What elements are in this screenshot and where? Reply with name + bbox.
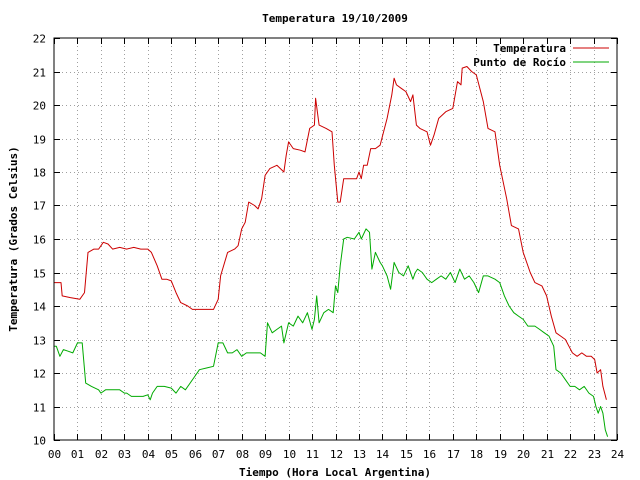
x-tick-label: 10 xyxy=(283,448,296,461)
legend-label-0: Temperatura xyxy=(493,42,566,55)
x-tick-label: 00 xyxy=(48,448,61,461)
x-tick-label: 19 xyxy=(494,448,507,461)
y-tick-label: 21 xyxy=(33,67,46,80)
chart-title: Temperatura 19/10/2009 xyxy=(262,12,408,25)
y-axis: 10 11 12 13 14 15 16 17 18 19 20 21 22 xyxy=(33,33,617,448)
series-line-0 xyxy=(54,66,607,400)
y-tick-label: 12 xyxy=(33,368,46,381)
y-axis-label: Temperatura (Grados Celsius) xyxy=(7,146,20,331)
x-tick-label: 07 xyxy=(212,448,225,461)
x-tick-label: 14 xyxy=(376,448,390,461)
x-tick-label: 05 xyxy=(165,448,178,461)
x-tick-label: 08 xyxy=(236,448,249,461)
x-tick-label: 02 xyxy=(95,448,108,461)
y-tick-label: 14 xyxy=(33,301,47,314)
x-tick-label: 13 xyxy=(353,448,366,461)
y-tick-label: 20 xyxy=(33,100,46,113)
y-tick-label: 18 xyxy=(33,167,46,180)
x-tick-label: 06 xyxy=(189,448,202,461)
y-tick-label: 17 xyxy=(33,200,46,213)
legend-label-1: Punto de Rocío xyxy=(473,56,566,69)
y-tick-label: 11 xyxy=(33,402,46,415)
x-tick-label: 12 xyxy=(330,448,343,461)
x-axis-label: Tiempo (Hora Local Argentina) xyxy=(239,466,431,479)
grid xyxy=(54,38,617,440)
y-tick-label: 10 xyxy=(33,435,46,448)
x-tick-label: 17 xyxy=(447,448,460,461)
x-tick-label: 11 xyxy=(306,448,319,461)
x-tick-label: 01 xyxy=(71,448,84,461)
x-tick-label: 21 xyxy=(541,448,554,461)
x-axis: 00 01 02 03 04 05 06 07 08 09 10 11 12 13 14 15 16 17 18 19… xyxy=(48,38,625,461)
series-layer xyxy=(54,66,609,437)
x-tick-label: 04 xyxy=(142,448,156,461)
x-tick-label: 15 xyxy=(400,448,413,461)
x-tick-label: 23 xyxy=(588,448,601,461)
x-tick-label: 20 xyxy=(517,448,530,461)
x-tick-label: 18 xyxy=(470,448,483,461)
series-line-1 xyxy=(54,228,609,437)
y-tick-label: 13 xyxy=(33,335,46,348)
x-tick-label: 16 xyxy=(423,448,436,461)
y-tick-label: 22 xyxy=(33,33,46,46)
x-tick-label: 22 xyxy=(564,448,577,461)
x-tick-label: 24 xyxy=(611,448,625,461)
y-tick-label: 16 xyxy=(33,234,46,247)
y-tick-label: 15 xyxy=(33,268,46,281)
x-tick-label: 09 xyxy=(259,448,272,461)
x-tick-label: 03 xyxy=(118,448,131,461)
y-tick-label: 19 xyxy=(33,134,46,147)
